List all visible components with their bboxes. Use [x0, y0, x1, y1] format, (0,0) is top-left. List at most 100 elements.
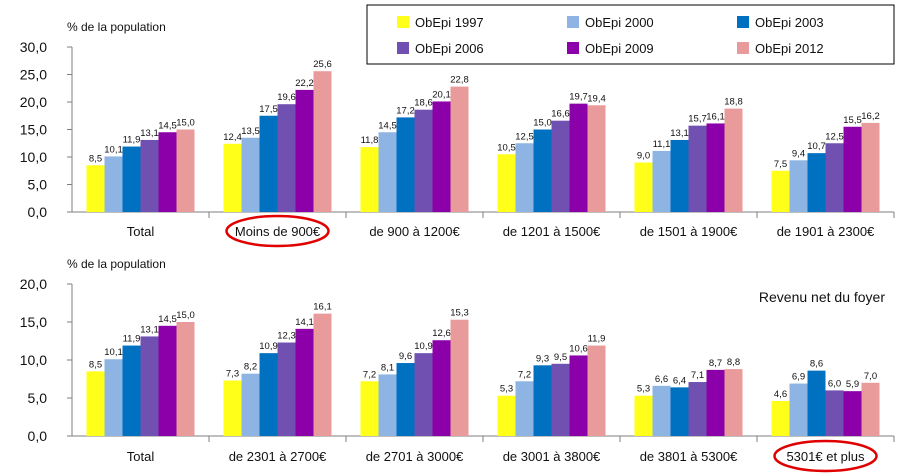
legend-swatch-4	[397, 42, 409, 54]
highlight-ellipse	[773, 439, 878, 473]
data-label: 12,5	[825, 131, 844, 142]
bar-1-1	[86, 165, 105, 212]
legend-entry: ObEpi 2003	[755, 15, 824, 30]
bar-6-3	[450, 319, 469, 436]
data-label: 13,1	[140, 324, 159, 335]
y-tick-label: 0,0	[28, 204, 48, 220]
bar-5-5	[706, 123, 725, 212]
data-label: 14,1	[295, 317, 314, 328]
bar-1-4	[497, 154, 516, 212]
data-label: 4,6	[774, 389, 787, 400]
bar-5-2	[295, 89, 314, 212]
data-label: 25,6	[313, 59, 332, 70]
x-tick-label: 5301€ et plus	[786, 449, 865, 464]
bar-3-1	[122, 345, 141, 436]
data-label: 18,6	[414, 98, 433, 109]
data-label: 19,4	[587, 93, 606, 104]
bar-2-3	[378, 374, 397, 436]
data-label: 15,0	[176, 310, 195, 321]
y-axis-title: % de la population	[67, 20, 166, 34]
data-label: 19,7	[569, 92, 588, 103]
bar-3-3	[396, 363, 415, 436]
data-label: 6,6	[655, 374, 668, 385]
y-tick-label: 5,0	[28, 390, 48, 406]
data-label: 15,0	[176, 118, 195, 129]
data-label: 10,1	[104, 347, 123, 358]
bar-1-5	[634, 395, 653, 436]
data-label: 10,1	[104, 144, 123, 155]
y-tick-label: 10,0	[20, 149, 47, 165]
data-label: 15,0	[533, 118, 552, 129]
bar-4-1	[140, 139, 159, 212]
data-label: 5,3	[637, 384, 650, 395]
bar-5-2	[295, 328, 314, 436]
data-label: 12,6	[432, 328, 451, 339]
bar-3-6	[807, 370, 826, 436]
bar-6-5	[724, 369, 743, 436]
bar-3-2	[259, 115, 278, 212]
data-label: 5,9	[846, 379, 859, 390]
legend-swatch-6	[737, 42, 749, 54]
chart-panel-1: % de la population 0,0 5,0 10,0 15,0 20,0 25,0…	[20, 20, 895, 248]
y-axis-title: % de la population	[67, 257, 166, 271]
data-label: 9,4	[792, 148, 805, 159]
y-tick-label: 20,0	[20, 94, 47, 110]
x-tick-label: de 1501 à 1900€	[640, 224, 738, 239]
y-tick-label: 15,0	[20, 314, 47, 330]
bar-4-5	[688, 382, 707, 436]
data-label: 10,5	[497, 142, 516, 153]
bar-3-5	[670, 387, 689, 436]
bar-4-4	[551, 120, 570, 212]
data-label: 7,2	[363, 369, 376, 380]
bar-1-4	[497, 395, 516, 436]
bar-5-3	[432, 101, 451, 212]
bar-6-3	[450, 86, 469, 212]
data-label: 11,9	[123, 135, 141, 146]
bar-4-2	[277, 342, 296, 436]
bar-3-3	[396, 117, 415, 212]
chart-annotation: Revenu net du foyer	[759, 289, 885, 305]
data-label: 10,7	[807, 141, 826, 152]
y-tick-label: 0,0	[28, 428, 48, 444]
data-label: 13,1	[670, 128, 689, 139]
data-label: 7,3	[226, 369, 239, 380]
data-label: 7,0	[864, 371, 877, 382]
bar-5-5	[706, 369, 725, 436]
bar-6-6	[861, 122, 880, 212]
bar-2-6	[789, 383, 808, 436]
bar-3-4	[533, 365, 552, 436]
x-tick-label: de 1201 à 1500€	[503, 224, 601, 239]
legend-entry: ObEpi 2006	[415, 41, 484, 56]
y-tick-label: 5,0	[28, 177, 48, 193]
data-label: 8,7	[709, 358, 722, 369]
bar-4-1	[140, 336, 159, 436]
bar-2-4	[515, 381, 534, 436]
data-label: 12,5	[515, 131, 534, 142]
legend-entry: ObEpi 2000	[585, 15, 654, 30]
bar-1-1	[86, 371, 105, 436]
data-label: 11,8	[361, 135, 379, 146]
legend-swatch-5	[567, 42, 579, 54]
bar-4-3	[414, 353, 433, 436]
bar-6-4	[587, 345, 606, 436]
data-label: 8,5	[89, 153, 102, 164]
bar-1-6	[771, 170, 790, 212]
data-label: 10,9	[259, 341, 278, 352]
data-label: 7,1	[691, 370, 704, 381]
data-label: 22,8	[450, 75, 469, 86]
bar-3-4	[533, 129, 552, 212]
data-label: 16,1	[706, 111, 725, 122]
bar-5-1	[158, 325, 177, 436]
bar-6-4	[587, 105, 606, 212]
data-label: 9,6	[399, 351, 412, 362]
data-label: 10,9	[414, 341, 433, 352]
legend-entry: ObEpi 2012	[755, 41, 824, 56]
bar-1-3	[360, 381, 379, 436]
data-label: 12,3	[277, 331, 296, 342]
bar-4-5	[688, 125, 707, 212]
legend-swatch-3	[737, 16, 749, 28]
y-tick-label: 30,0	[20, 39, 47, 55]
bar-1-3	[360, 147, 379, 212]
